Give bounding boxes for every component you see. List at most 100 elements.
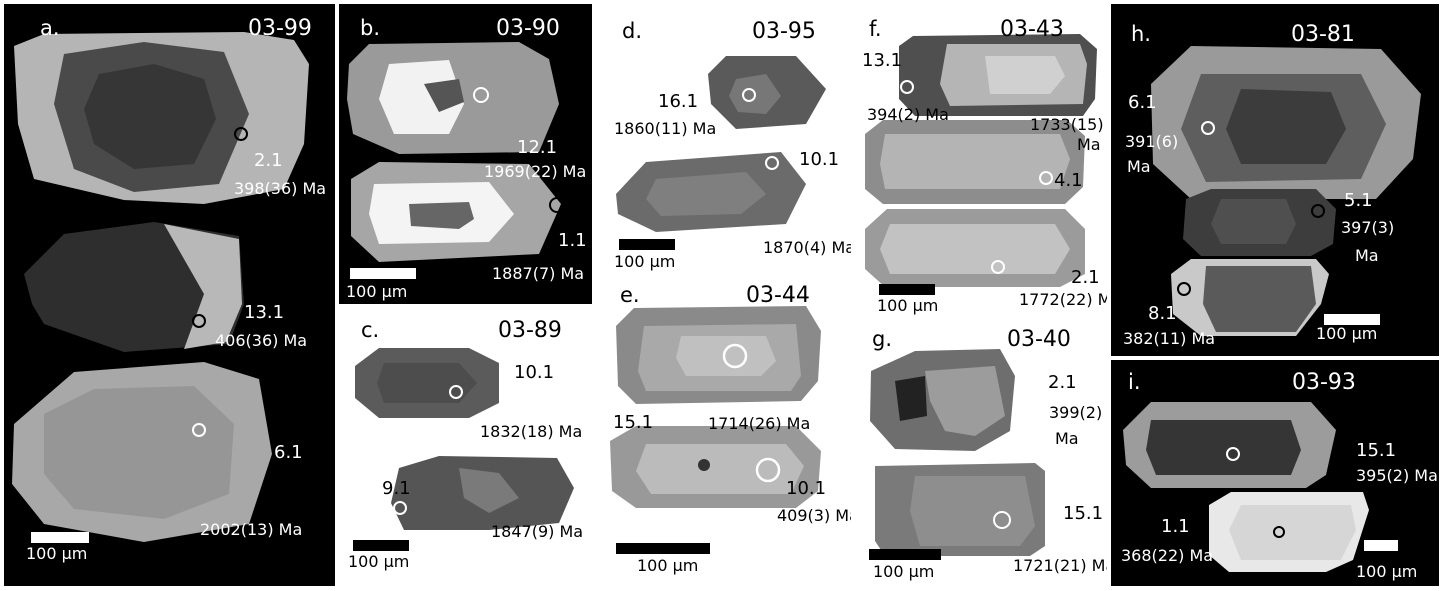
panel-f: f. 03-43 13.1 394(2) Ma 1733(15) Ma 4.1 …: [855, 4, 1107, 317]
panel-label: c.: [361, 318, 380, 342]
analysis-spot: [742, 88, 756, 102]
panel-label: b.: [360, 16, 381, 40]
spot-label: 16.1: [658, 91, 699, 112]
analysis-spot: [192, 423, 206, 437]
analysis-spot: [549, 197, 565, 213]
spot-label: 8.1: [1148, 303, 1177, 324]
analysis-spot: [1021, 397, 1039, 415]
spot-label: 5.1: [1344, 190, 1373, 211]
age-label: 406(36) Ma: [215, 331, 308, 350]
scale-bar: [31, 532, 89, 543]
age-label: 368(22) Ma: [1121, 546, 1214, 565]
panel-e: e. 03-44 15.1 1714(26) Ma 10.1 409(3) Ma…: [596, 276, 851, 586]
analysis-spot: [755, 457, 781, 483]
scale-bar: [1364, 540, 1398, 551]
age-label: 395(2) Ma: [1356, 466, 1438, 485]
spot-label: 6.1: [274, 442, 303, 463]
spot-label: 4.1: [1054, 170, 1083, 191]
sample-id: 03-43: [1000, 17, 1064, 42]
age-label: Ma: [1077, 135, 1101, 154]
scale-bar: [869, 549, 941, 560]
analysis-spot: [1201, 121, 1215, 135]
scale-bar: [350, 268, 416, 279]
sample-id: 03-89: [498, 318, 562, 343]
panel-h: h. 03-81 6.1 391(6) Ma 5.1 397(3) Ma 8.1…: [1111, 4, 1439, 356]
analysis-spot: [1039, 171, 1053, 185]
spot-label: 13.1: [862, 50, 903, 71]
spot-label: 9.1: [382, 478, 411, 499]
analysis-spot: [1273, 526, 1285, 538]
spot-label: 10.1: [786, 478, 827, 499]
panel-i-grains: [1123, 402, 1369, 572]
spot-label: 13.1: [244, 302, 285, 323]
age-label: 399(2): [1049, 403, 1103, 422]
scale-bar-label: 100 µm: [614, 252, 676, 271]
scale-bar-label: 100 µm: [1356, 562, 1418, 581]
age-label: 1832(18) Ma: [480, 422, 583, 441]
age-label: Ma: [1127, 157, 1151, 176]
spot-label: 15.1: [613, 412, 654, 433]
panel-label: i.: [1128, 370, 1141, 394]
panel-a-grains: [12, 32, 309, 542]
panel-label: e.: [620, 283, 640, 307]
panel-g-grains: [870, 349, 1045, 556]
spot-label: 2.1: [1048, 372, 1077, 393]
analysis-spot: [393, 501, 407, 515]
analysis-spot: [473, 87, 489, 103]
panel-e-grains: [610, 306, 821, 508]
sample-id: 03-44: [746, 283, 810, 308]
spot-label: 10.1: [514, 362, 555, 383]
sample-id: 03-90: [496, 16, 560, 41]
analysis-spot: [1226, 447, 1240, 461]
panel-f-grains: [865, 34, 1097, 287]
analysis-spot: [991, 260, 1005, 274]
age-label: 2002(13) Ma: [200, 520, 303, 539]
age-label: 398(36) Ma: [234, 179, 327, 198]
panel-h-grains: [1151, 46, 1421, 336]
scale-bar-label: 100 µm: [877, 296, 939, 315]
analysis-spot: [1311, 204, 1325, 218]
spot-label: 15.1: [1356, 440, 1397, 461]
spot-label: 15.1: [1063, 503, 1104, 524]
scale-bar: [879, 284, 935, 295]
age-label: 1870(4) Ma: [763, 238, 851, 257]
age-label: 1714(26) Ma: [708, 414, 811, 433]
sample-id: 03-93: [1292, 370, 1356, 395]
age-label: 1721(21) Ma: [1013, 556, 1107, 575]
panel-i: i. 03-93 15.1 395(2) Ma 1.1 368(22) Ma 1…: [1111, 360, 1439, 586]
scale-bar-label: 100 µm: [348, 552, 410, 571]
panel-a: a. 03-99 2.1 398(36) Ma 13.1 406(36) Ma …: [4, 4, 335, 586]
analysis-spot: [1177, 282, 1191, 296]
age-label: 391(6): [1125, 132, 1179, 151]
scale-bar-label: 100 µm: [1316, 324, 1378, 343]
age-label: 397(3): [1341, 218, 1395, 237]
age-label: 1860(11) Ma: [614, 119, 717, 138]
scale-bar: [1324, 314, 1380, 325]
panel-b-grains: [347, 42, 565, 262]
spot-label: 2.1: [1071, 267, 1100, 288]
panel-b: b. 03-90 12.1 1969(22) Ma 1.1 1887(7) Ma…: [339, 4, 592, 304]
spot-label: 10.1: [799, 149, 840, 170]
sample-id: 03-95: [752, 19, 816, 44]
sample-id: 03-99: [248, 16, 312, 41]
panel-label: h.: [1131, 22, 1151, 46]
age-label: 1887(7) Ma: [492, 264, 585, 283]
spot-label: 1.1: [1161, 516, 1190, 537]
age-label: 1969(22) Ma: [484, 162, 587, 181]
panel-label: g.: [872, 327, 893, 351]
spot-label: 6.1: [1128, 92, 1157, 113]
analysis-spot: [192, 314, 206, 328]
scale-bar-label: 100 µm: [637, 556, 699, 575]
panel-label: a.: [40, 16, 60, 40]
scale-bar: [353, 540, 409, 551]
age-label: 1772(22) Ma: [1019, 290, 1107, 309]
panel-c: c. 03-89 10.1 1832(18) Ma 9.1 1847(9) Ma…: [339, 308, 592, 586]
scale-bar-label: 100 µm: [26, 544, 88, 563]
analysis-spot: [900, 80, 914, 94]
panel-g: g. 03-40 2.1 399(2) Ma 15.1 1721(21) Ma …: [855, 321, 1107, 586]
panel-c-grains: [355, 348, 574, 530]
age-label: Ma: [1355, 246, 1379, 265]
panel-label: d.: [622, 19, 643, 43]
analysis-spot: [993, 511, 1011, 529]
analysis-spot: [234, 127, 248, 141]
